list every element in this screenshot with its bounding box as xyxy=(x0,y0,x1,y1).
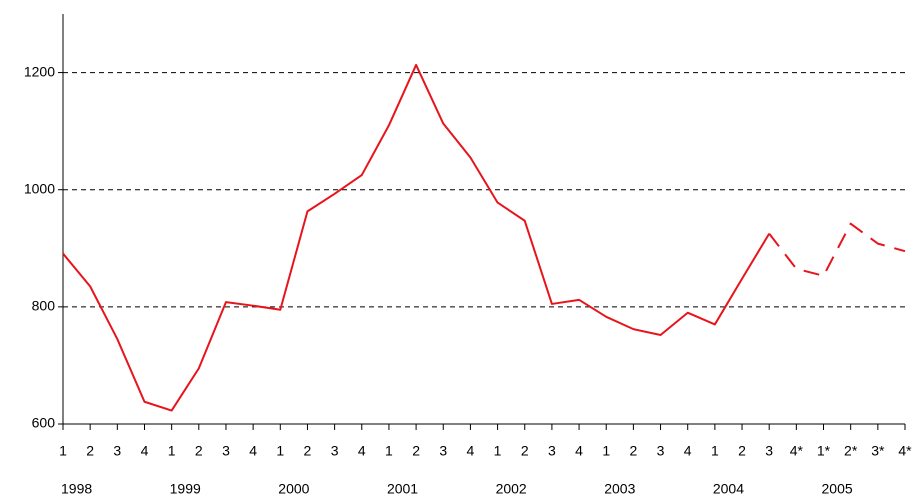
year-label: 2005 xyxy=(822,481,853,496)
x-tick-label: 3 xyxy=(222,443,230,459)
y-tick-label: 800 xyxy=(32,298,56,314)
x-tick-label: 3 xyxy=(657,443,665,459)
x-tick-label: 2 xyxy=(412,443,420,459)
x-tick-label: 4* xyxy=(898,443,912,459)
x-tick-label: 4 xyxy=(467,443,475,459)
x-tick-label: 3 xyxy=(548,443,556,459)
year-label: 2000 xyxy=(278,481,309,496)
year-label: 2003 xyxy=(604,481,635,496)
x-tick-label: 3 xyxy=(113,443,121,459)
x-tick-label: 4 xyxy=(575,443,583,459)
year-label: 2004 xyxy=(713,481,744,496)
data-line xyxy=(768,222,906,277)
x-tick-label: 1 xyxy=(385,443,393,459)
x-tick-label: 2 xyxy=(304,443,312,459)
x-tick-label: 1 xyxy=(168,443,176,459)
x-tick-label: 2 xyxy=(738,443,746,459)
x-tick-label: 1 xyxy=(711,443,719,459)
x-tick-label: 1* xyxy=(817,443,831,459)
x-tick-label: 4 xyxy=(249,443,257,459)
y-tick-label: 600 xyxy=(32,415,56,431)
x-tick-label: 1 xyxy=(276,443,284,459)
x-tick-label: 2* xyxy=(844,443,858,459)
year-label: 2002 xyxy=(496,481,527,496)
x-tick-label: 1 xyxy=(59,443,67,459)
x-tick-label: 3* xyxy=(871,443,885,459)
x-tick-label: 3 xyxy=(331,443,339,459)
y-tick-label: 1000 xyxy=(24,180,55,196)
year-label: 1999 xyxy=(170,481,201,496)
x-tick-label: 4* xyxy=(790,443,804,459)
x-tick-label: 2 xyxy=(86,443,94,459)
x-tick-label: 1 xyxy=(494,443,502,459)
x-tick-label: 4 xyxy=(358,443,366,459)
x-tick-label: 3 xyxy=(765,443,773,459)
x-tick-label: 4 xyxy=(684,443,692,459)
x-tick-label: 3 xyxy=(439,443,447,459)
y-tick-label: 1200 xyxy=(24,63,55,79)
x-tick-label: 1 xyxy=(602,443,610,459)
x-tick-label: 2 xyxy=(521,443,529,459)
x-tick-label: 2 xyxy=(195,443,203,459)
year-label: 1998 xyxy=(61,481,92,496)
x-tick-label: 4 xyxy=(141,443,149,459)
x-tick-label: 2 xyxy=(629,443,637,459)
data-line xyxy=(62,63,771,412)
year-label: 2001 xyxy=(387,481,418,496)
